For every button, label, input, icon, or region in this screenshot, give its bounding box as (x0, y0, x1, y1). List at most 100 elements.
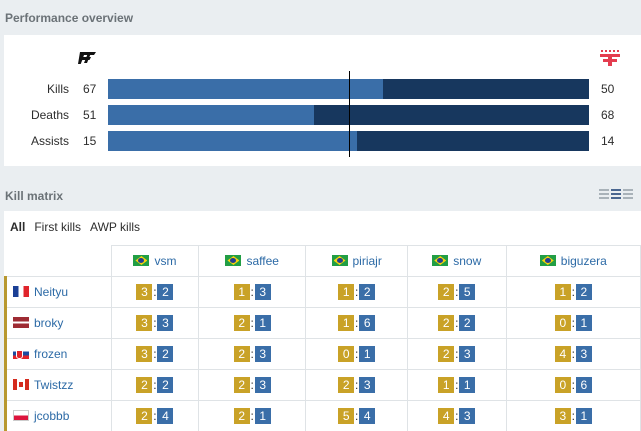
column-player-kills: 2 (157, 346, 174, 362)
kill-score-cell: 3:2 (111, 276, 199, 308)
matrix-header-row: vsm saffee piriajr snow biguzera (5, 245, 641, 277)
score-separator: : (250, 347, 254, 361)
flag-br-icon (331, 255, 348, 266)
kill-score-cell: 2:3 (406, 338, 507, 370)
row-player-jcobbb[interactable]: jcobbb (4, 400, 112, 431)
score-separator: : (571, 409, 575, 423)
column-player-piriajr[interactable]: piriajr (305, 245, 408, 277)
detailed-view-icon[interactable] (623, 189, 633, 199)
kill-score-cell: 2:1 (197, 307, 307, 339)
stat-bar-left-fill (108, 131, 357, 151)
row-player-kills: 4 (554, 346, 571, 362)
column-player-biguzera[interactable]: biguzera (505, 245, 641, 277)
row-player-name: Neityu (34, 285, 69, 299)
column-player-vsm[interactable]: vsm (111, 245, 199, 277)
score-separator: : (355, 409, 359, 423)
column-player-kills: 3 (459, 408, 476, 424)
kill-score-cell: 2:1 (197, 400, 307, 431)
row-player-kills: 2 (438, 284, 455, 300)
kill-score-cell: 3:3 (111, 307, 199, 339)
score-separator: : (571, 285, 575, 299)
kill-score-cell: 2:4 (111, 400, 199, 431)
row-player-kills: 3 (136, 346, 153, 362)
flag-pl-icon (13, 410, 29, 421)
row-player-name: broky (34, 316, 64, 330)
right-team-logo (600, 50, 620, 66)
row-player-broky[interactable]: broky (4, 307, 112, 339)
score-separator: : (153, 285, 157, 299)
kill-score-cell: 4:3 (406, 400, 507, 431)
column-player-kills: 3 (157, 315, 174, 331)
tab-awp-kills[interactable]: AWP kills (90, 220, 141, 234)
stat-bar (108, 79, 589, 99)
row-player-name: Twistzz (34, 378, 74, 392)
row-player-kills: 5 (338, 408, 355, 424)
stat-label: Kills (46, 82, 69, 96)
score-separator: : (153, 378, 157, 392)
flag-sk-icon (13, 348, 29, 359)
kill-matrix-tabs: All First kills AWP kills (10, 220, 140, 234)
row-player-kills: 2 (233, 315, 250, 331)
row-player-kills: 1 (554, 284, 571, 300)
compact-view-icon[interactable] (611, 189, 621, 199)
column-player-kills: 4 (157, 408, 174, 424)
score-separator: : (153, 347, 157, 361)
row-player-kills: 2 (233, 377, 250, 393)
stat-right-value: 14 (601, 134, 615, 148)
row-player-kills: 2 (338, 377, 355, 393)
row-player-neityu[interactable]: Neityu (4, 276, 112, 308)
column-player-saffee[interactable]: saffee (197, 245, 307, 277)
stat-bar (108, 131, 589, 151)
list-view-icon[interactable] (599, 189, 609, 199)
score-separator: : (455, 316, 459, 330)
score-separator: : (455, 378, 459, 392)
row-player-kills: 1 (438, 377, 455, 393)
kill-matrix-card: All First kills AWP kills vsm saffee piria… (4, 211, 641, 431)
stat-label: Assists (30, 134, 69, 148)
tab-first-kills[interactable]: First kills (34, 220, 82, 234)
column-player-name: piriajr (352, 254, 382, 268)
column-player-kills: 3 (254, 346, 271, 362)
score-separator: : (571, 316, 575, 330)
score-separator: : (153, 409, 157, 423)
score-separator: : (250, 316, 254, 330)
column-player-kills: 2 (575, 284, 592, 300)
column-player-kills: 1 (575, 408, 592, 424)
row-player-kills: 3 (554, 408, 571, 424)
score-separator: : (250, 378, 254, 392)
stat-row-assists: Assists 15 14 (4, 131, 641, 151)
column-player-name: saffee (246, 254, 279, 268)
score-separator: : (250, 285, 254, 299)
row-player-kills: 1 (233, 284, 250, 300)
column-player-kills: 3 (254, 377, 271, 393)
kill-score-cell: 4:3 (505, 338, 641, 370)
midpoint-line (349, 71, 350, 157)
stat-left-value: 67 (83, 82, 97, 96)
kill-score-cell: 1:2 (505, 276, 641, 308)
row-player-kills: 0 (338, 346, 355, 362)
row-player-frozen[interactable]: frozen (4, 338, 112, 370)
score-separator: : (355, 378, 359, 392)
row-player-kills: 0 (554, 315, 571, 331)
column-player-name: vsm (154, 254, 177, 268)
column-player-kills: 3 (254, 284, 271, 300)
flag-lv-icon (13, 317, 29, 328)
stat-label: Deaths (30, 108, 69, 122)
score-separator: : (455, 409, 459, 423)
column-player-kills: 2 (359, 284, 376, 300)
table-row: Neityu 3:2 1:3 1:2 2:5 1:2 (4, 276, 641, 308)
row-player-kills: 2 (233, 346, 250, 362)
kill-score-cell: 2:2 (111, 369, 199, 401)
stat-left-value: 15 (83, 134, 97, 148)
column-player-name: snow (453, 254, 482, 268)
row-player-twistzz[interactable]: Twistzz (4, 369, 112, 401)
row-player-kills: 1 (338, 315, 355, 331)
tab-all[interactable]: All (10, 220, 26, 234)
flag-br-icon (432, 255, 449, 266)
flag-br-icon (225, 255, 242, 266)
score-separator: : (571, 347, 575, 361)
column-player-kills: 1 (254, 408, 271, 424)
score-separator: : (355, 347, 359, 361)
kill-score-cell: 3:2 (111, 338, 199, 370)
column-player-snow[interactable]: snow (406, 245, 507, 277)
